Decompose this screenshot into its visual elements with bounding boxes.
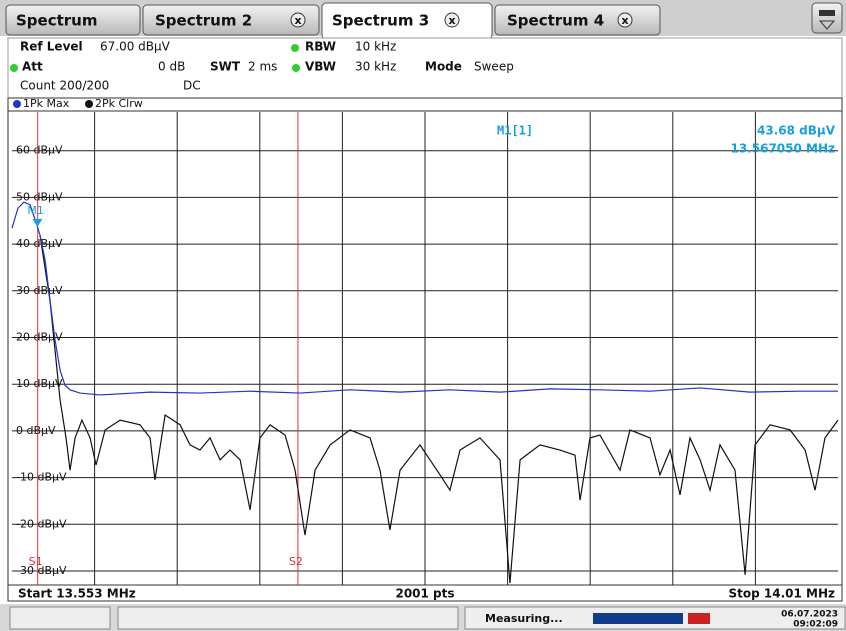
setting-label: SWT: [210, 60, 241, 74]
setting-label: VBW: [305, 60, 336, 74]
marker: [32, 218, 43, 227]
setting-value: Sweep: [474, 60, 514, 74]
tab-close[interactable]: [444, 12, 460, 28]
y-tick-label: 30 dBµV: [16, 284, 63, 297]
legend-label: 2Pk Clrw: [95, 97, 143, 110]
trace: [11, 201, 838, 396]
stop-frequency: Stop 14.01 MHz: [729, 587, 836, 601]
menu-icon: [818, 20, 836, 30]
tab-close[interactable]: [617, 12, 633, 28]
marker-readout: M1[1]: [497, 124, 533, 138]
y-tick-label: 0 dBµV: [16, 424, 56, 437]
legend-label: 1Pk Max: [23, 97, 70, 110]
setting-value: 30 kHz: [355, 60, 396, 74]
setting-label: Mode: [425, 60, 462, 74]
tab-label[interactable]: Spectrum 2: [155, 12, 252, 30]
line-label: S1: [29, 555, 43, 568]
tab-label[interactable]: Spectrum 4: [507, 12, 604, 30]
setting-value: Count 200/200: [20, 79, 109, 93]
y-tick-label: -30 dBµV: [16, 564, 67, 577]
setting-value: DC: [183, 79, 201, 93]
status-panel: [9, 606, 111, 630]
sweep-points: 2001 pts: [395, 587, 454, 601]
setting-label: Att: [22, 60, 43, 74]
legend-dot: [13, 100, 21, 108]
start-frequency: Start 13.553 MHz: [18, 587, 136, 601]
y-tick-label: 60 dBµV: [16, 144, 63, 157]
date: 06.07.2023: [781, 610, 838, 620]
status-dot: [292, 64, 300, 72]
setting-value: 67.00 dBµV: [100, 40, 171, 54]
status-dot: [291, 44, 299, 52]
setting-value: 2 ms: [248, 60, 277, 74]
time: 09:02:09: [793, 620, 838, 630]
settings-panel: [7, 37, 843, 99]
marker-value: 43.68 dBµV: [757, 124, 836, 138]
y-tick-label: 40 dBµV: [16, 237, 63, 250]
setting-label: Ref Level: [20, 40, 83, 54]
status-dot: [10, 64, 18, 72]
marker-label: M1: [27, 204, 44, 217]
y-tick-label: -10 dBµV: [16, 471, 67, 484]
close-icon[interactable]: x: [621, 14, 628, 27]
lxi-icon: [688, 613, 710, 624]
y-tick-label: -20 dBµV: [16, 517, 67, 530]
tab[interactable]: [5, 4, 141, 36]
status-text: Measuring...: [485, 612, 563, 625]
close-icon[interactable]: x: [294, 14, 301, 27]
close-icon[interactable]: x: [448, 14, 455, 27]
y-tick-label: 50 dBµV: [16, 190, 63, 203]
setting-value: 0 dB: [158, 60, 185, 74]
y-tick-label: 20 dBµV: [16, 330, 63, 343]
legend-dot: [85, 100, 93, 108]
tab[interactable]: [494, 4, 661, 36]
marker-frequency: 13.567050 MHz: [730, 142, 835, 156]
line-label: S2: [289, 555, 303, 568]
menu-icon: [819, 10, 835, 16]
status-panel: [117, 606, 459, 630]
tab-label[interactable]: Spectrum: [16, 12, 97, 30]
setting-label: RBW: [305, 40, 336, 54]
y-tick-label: 10 dBµV: [16, 377, 63, 390]
tab-close[interactable]: [290, 12, 306, 28]
tab-label[interactable]: Spectrum 3: [332, 12, 429, 30]
progress-bar: [593, 613, 683, 624]
trace: [39, 235, 839, 584]
tab[interactable]: [142, 4, 320, 36]
setting-value: 10 kHz: [355, 40, 396, 54]
